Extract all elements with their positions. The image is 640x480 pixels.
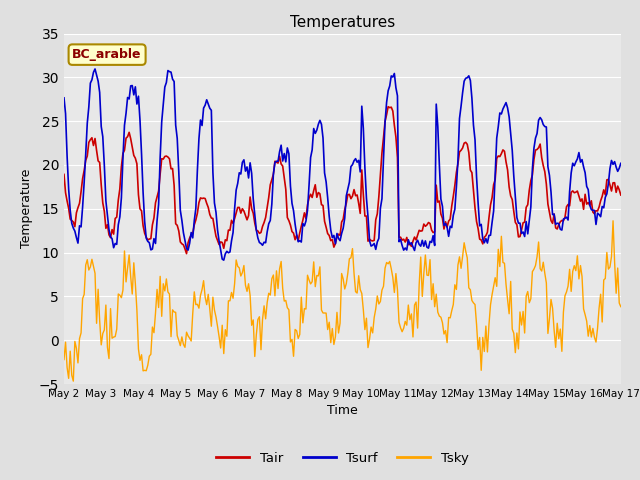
- Title: Temperatures: Temperatures: [290, 15, 395, 30]
- Legend: Tair, Tsurf, Tsky: Tair, Tsurf, Tsky: [211, 447, 474, 470]
- Text: BC_arable: BC_arable: [72, 48, 142, 61]
- Y-axis label: Temperature: Temperature: [20, 169, 33, 249]
- X-axis label: Time: Time: [327, 405, 358, 418]
